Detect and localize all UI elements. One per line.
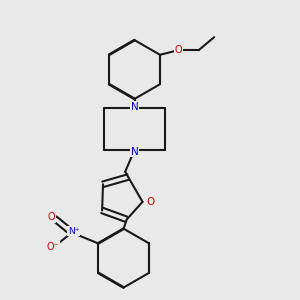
Text: N: N [130,146,138,157]
Text: O: O [146,197,154,207]
Text: O: O [48,212,56,222]
Text: N⁺: N⁺ [68,226,79,236]
Text: O: O [175,45,182,55]
Text: O⁻: O⁻ [47,242,60,251]
Text: N: N [130,102,138,112]
